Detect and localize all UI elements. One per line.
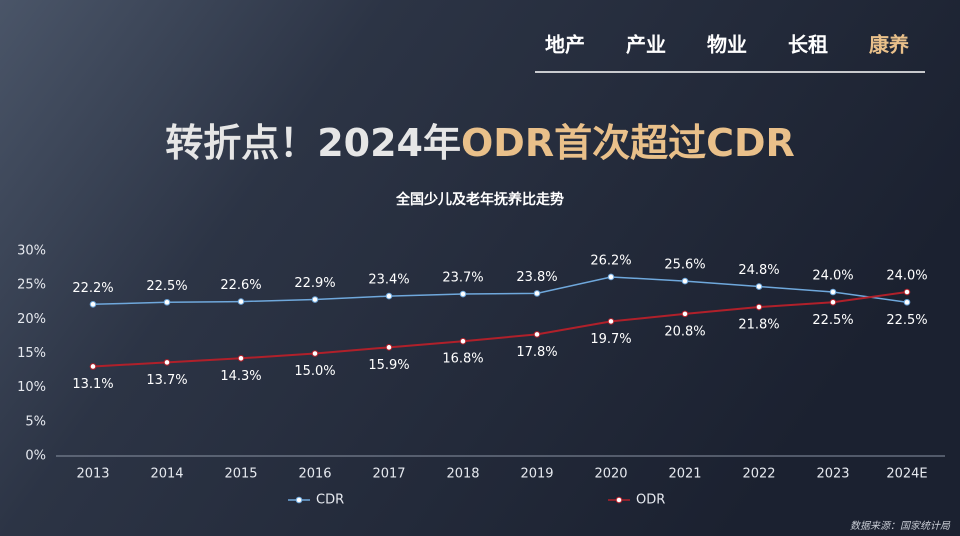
value-label: 20.8% (664, 324, 705, 339)
value-label: 13.1% (72, 377, 113, 392)
data-point (311, 296, 319, 303)
data-point (311, 350, 319, 357)
nav-item[interactable]: 产业 (626, 33, 666, 57)
y-tick-label: 10% (17, 380, 46, 395)
y-tick-label: 25% (17, 278, 46, 293)
value-label: 25.6% (664, 258, 705, 273)
data-point (385, 292, 393, 300)
value-label: 23.4% (368, 273, 409, 288)
value-label: 13.7% (146, 373, 187, 388)
data-point (755, 303, 763, 311)
data-point (681, 310, 689, 318)
value-label: 19.7% (590, 332, 631, 347)
value-label: 24.8% (738, 263, 779, 278)
data-point (607, 318, 615, 325)
x-tick-label: 2015 (224, 467, 257, 482)
value-label: 22.6% (220, 278, 261, 293)
value-label: 22.5% (886, 313, 927, 328)
legend-label: CDR (316, 493, 344, 508)
value-label: 17.8% (516, 345, 557, 360)
x-tick-label: 2020 (594, 467, 627, 482)
series-line (92, 276, 908, 306)
y-tick-label: 30% (17, 244, 46, 259)
x-tick-label: 2019 (520, 467, 553, 482)
data-point (89, 301, 97, 308)
data-point (533, 290, 541, 297)
value-label: 15.0% (294, 364, 335, 379)
value-label: 23.7% (442, 271, 483, 286)
legend-marker (615, 496, 623, 504)
y-tick-label: 20% (17, 312, 46, 327)
nav-item[interactable]: 康养 (869, 33, 909, 57)
data-point (829, 298, 837, 306)
nav-item[interactable]: 地产 (545, 33, 585, 57)
x-tick-label: 2024E (886, 467, 927, 482)
value-label: 22.5% (812, 313, 853, 328)
x-tick-label: 2014 (150, 467, 183, 482)
data-point (89, 363, 97, 370)
data-point (459, 337, 467, 345)
legend-label: ODR (636, 493, 665, 508)
data-point (163, 298, 171, 306)
plot: 0% 5% 10% 15% 20% 25% 30% 2013 2014 2015 2016 2017 2… (17, 244, 945, 508)
x-tick-label: 2016 (298, 467, 331, 482)
chart-title: 全国少儿及老年抚养比走势 (395, 191, 564, 208)
value-label: 16.8% (442, 352, 483, 367)
nav: 地产 产业 物业 长租 康养 (545, 33, 909, 57)
data-point (533, 331, 541, 338)
x-tick-label: 2018 (446, 467, 479, 482)
x-tick-label: 2023 (816, 467, 849, 482)
data-point (829, 288, 837, 296)
y-tick-label: 5% (25, 414, 46, 429)
data-point (385, 344, 393, 351)
y-tick-label: 15% (17, 346, 46, 361)
data-point (903, 288, 911, 296)
value-label: 26.2% (590, 253, 631, 268)
x-tick-label: 2021 (668, 467, 701, 482)
value-label: 24.0% (812, 269, 853, 284)
headline: 转折点！2024年ODR首次超过CDR (165, 121, 795, 165)
data-point (237, 354, 245, 362)
data-point (903, 298, 911, 306)
x-tick-label: 2017 (372, 467, 405, 482)
data-point (681, 277, 689, 285)
value-label: 22.2% (72, 281, 113, 296)
data-point (755, 283, 763, 290)
source: 数据来源：国家统计局 (850, 520, 951, 532)
x-tick-label: 2022 (742, 467, 775, 482)
legend-marker (295, 496, 303, 504)
value-label: 22.9% (294, 276, 335, 291)
headline-part: ODR首次超过CDR (461, 121, 795, 165)
value-label: 23.8% (516, 270, 557, 285)
value-label: 14.3% (220, 369, 261, 384)
data-point (459, 290, 467, 298)
headline-part: 转折点！2024年 (165, 121, 461, 165)
y-tick-label: 0% (25, 449, 46, 464)
value-label: 24.0% (886, 269, 927, 284)
data-point (607, 273, 615, 281)
nav-item[interactable]: 长租 (788, 33, 828, 57)
data-point (163, 359, 171, 366)
data-point (237, 298, 245, 305)
value-label: 21.8% (738, 318, 779, 333)
value-label: 22.5% (146, 279, 187, 294)
x-tick-label: 2013 (76, 467, 109, 482)
value-label: 15.9% (368, 358, 409, 373)
nav-item[interactable]: 物业 (707, 33, 747, 57)
series-line (92, 291, 908, 368)
